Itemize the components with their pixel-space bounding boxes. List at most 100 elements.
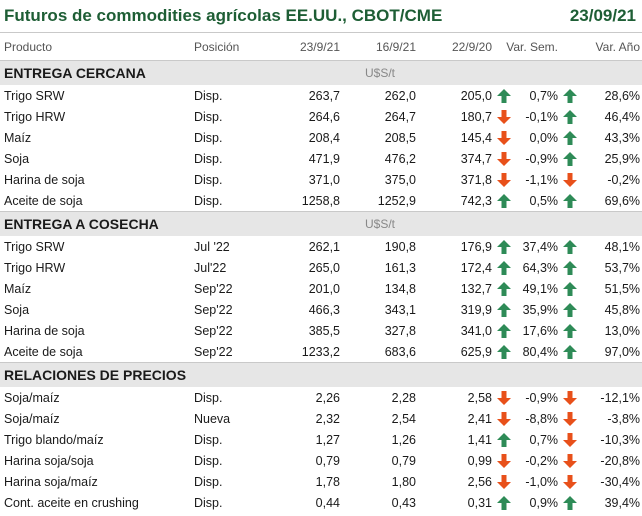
section-filler <box>418 211 642 236</box>
price-week-ago: 161,3 <box>384 260 416 275</box>
yearly-change: 43,3% <box>604 130 641 145</box>
price-week-ago: 264,7 <box>384 109 416 124</box>
position: Jul '22 <box>194 239 230 254</box>
price-year-ago: 625,9 <box>460 344 492 359</box>
column-header-yearly-change: Var. Año <box>595 39 641 54</box>
section-unit: U$S/t <box>342 60 418 85</box>
futures-table: Producto Posición 23/9/21 16/9/21 22/9/2… <box>0 33 642 513</box>
weekly-change: -0,1% <box>525 109 559 124</box>
arrow-up-icon <box>560 299 580 320</box>
price-week-ago: 0,43 <box>391 495 416 510</box>
position: Sep'22 <box>194 344 233 359</box>
arrow-up-icon <box>560 236 580 257</box>
weekly-change: -0,9% <box>525 390 559 405</box>
product-name: Soja/maíz <box>4 390 60 405</box>
section-title: RELACIONES DE PRECIOS <box>0 362 342 387</box>
product-name: Harina de soja <box>4 172 85 187</box>
table-row: Trigo SRW Disp. 263,7 262,0 205,0 0,7% 28,6% <box>0 85 642 106</box>
yearly-change: -12,1% <box>600 390 641 405</box>
price-week-ago: 208,5 <box>384 130 416 145</box>
arrow-up-icon <box>494 341 514 363</box>
arrow-down-icon <box>560 471 580 492</box>
yearly-change: 13,0% <box>604 323 641 338</box>
column-header-position: Posición <box>194 39 240 54</box>
arrow-down-icon <box>560 429 580 450</box>
yearly-change: -0,2% <box>607 172 641 187</box>
position: Disp. <box>194 495 223 510</box>
arrow-down-icon <box>494 127 514 148</box>
weekly-change: 35,9% <box>522 302 559 317</box>
yearly-change: 53,7% <box>604 260 641 275</box>
yearly-change: -3,8% <box>607 411 641 426</box>
price-current: 208,4 <box>308 130 340 145</box>
price-week-ago: 262,0 <box>384 88 416 103</box>
weekly-change: -1,1% <box>525 172 559 187</box>
report-title: Futuros de commodities agrícolas EE.UU.,… <box>4 6 443 25</box>
weekly-change: 37,4% <box>522 239 559 254</box>
arrow-up-icon <box>494 320 514 341</box>
price-week-ago: 683,6 <box>384 344 416 359</box>
column-header-product: Producto <box>4 39 53 54</box>
price-year-ago: 180,7 <box>460 109 492 124</box>
table-row: Soja/maíz Disp. 2,26 2,28 2,58 -0,9% -12,1% <box>0 387 642 408</box>
product-name: Maíz <box>4 281 32 296</box>
price-current: 471,9 <box>308 151 340 166</box>
price-week-ago: 2,54 <box>391 411 416 426</box>
report-header: Futuros de commodities agrícolas EE.UU.,… <box>0 0 642 33</box>
position: Jul'22 <box>194 260 227 275</box>
position: Disp. <box>194 453 223 468</box>
yearly-change: 25,9% <box>604 151 641 166</box>
price-current: 263,7 <box>308 88 340 103</box>
price-week-ago: 190,8 <box>384 239 416 254</box>
column-header-current: 23/9/21 <box>299 39 340 54</box>
arrow-up-icon <box>560 106 580 127</box>
arrow-down-icon <box>494 169 514 190</box>
position: Disp. <box>194 88 223 103</box>
price-current: 2,26 <box>315 390 340 405</box>
arrow-down-icon <box>560 450 580 471</box>
price-week-ago: 476,2 <box>384 151 416 166</box>
price-year-ago: 2,58 <box>467 390 492 405</box>
column-header-weekly-change: Var. Sem. <box>506 39 559 54</box>
position: Disp. <box>194 474 223 489</box>
weekly-change: 0,5% <box>529 193 559 208</box>
arrow-down-icon <box>560 408 580 429</box>
arrow-down-icon <box>494 450 514 471</box>
price-year-ago: 742,3 <box>460 193 492 208</box>
price-current: 1,27 <box>315 432 340 447</box>
arrow-down-icon <box>560 169 580 190</box>
price-current: 262,1 <box>308 239 340 254</box>
price-current: 1258,8 <box>301 193 340 208</box>
price-current: 0,79 <box>315 453 340 468</box>
arrow-up-icon <box>494 85 514 106</box>
product-name: Soja <box>4 302 30 317</box>
position: Disp. <box>194 130 223 145</box>
arrow-down-icon <box>560 387 580 408</box>
price-year-ago: 132,7 <box>460 281 492 296</box>
arrow-down-icon <box>494 106 514 127</box>
weekly-change: -0,9% <box>525 151 559 166</box>
price-week-ago: 375,0 <box>384 172 416 187</box>
price-current: 264,6 <box>308 109 340 124</box>
yearly-change: -20,8% <box>600 453 641 468</box>
table-row: Trigo HRW Disp. 264,6 264,7 180,7 -0,1% 46,4% <box>0 106 642 127</box>
price-year-ago: 205,0 <box>460 88 492 103</box>
arrow-down-icon <box>494 148 514 169</box>
arrow-up-icon <box>494 429 514 450</box>
position: Disp. <box>194 109 223 124</box>
arrow-up-icon <box>560 278 580 299</box>
arrow-up-icon <box>494 492 514 513</box>
yearly-change: 39,4% <box>604 495 641 510</box>
price-year-ago: 341,0 <box>460 323 492 338</box>
position: Sep'22 <box>194 281 233 296</box>
table-row: Trigo SRW Jul '22 262,1 190,8 176,9 37,4% 48,1… <box>0 236 642 257</box>
price-year-ago: 176,9 <box>460 239 492 254</box>
table-row: Maíz Disp. 208,4 208,5 145,4 0,0% 43,3% <box>0 127 642 148</box>
price-current: 265,0 <box>308 260 340 275</box>
section-filler <box>418 362 642 387</box>
position: Sep'22 <box>194 302 233 317</box>
price-week-ago: 0,79 <box>391 453 416 468</box>
product-name: Trigo blando/maíz <box>4 432 104 447</box>
arrow-up-icon <box>494 278 514 299</box>
weekly-change: 17,6% <box>522 323 559 338</box>
